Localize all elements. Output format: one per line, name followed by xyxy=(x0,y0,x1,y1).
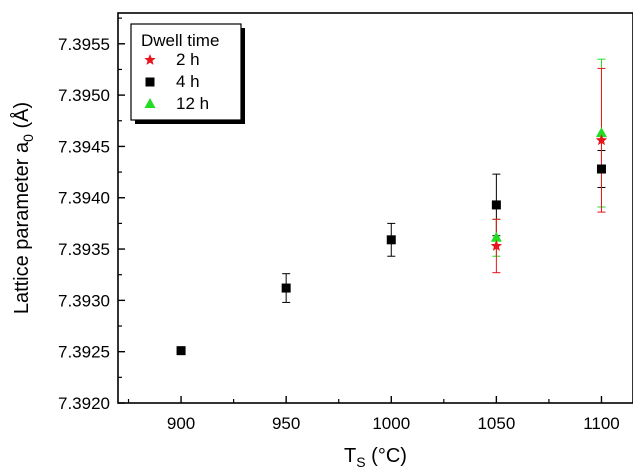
y-tick-label: 7.3930 xyxy=(58,291,110,310)
data-point-star xyxy=(595,134,608,146)
y-tick-label: 7.3920 xyxy=(58,394,110,413)
y-tick-label: 7.3940 xyxy=(58,189,110,208)
y-axis-label: Lattice parameter a0 (Å) xyxy=(10,102,36,314)
legend-label: 12 h xyxy=(176,94,209,113)
data-point-square xyxy=(386,235,396,245)
data-point-square xyxy=(281,283,291,293)
error-bars-layer xyxy=(282,58,606,303)
data-point-star xyxy=(490,239,503,251)
legend-marker-triangle xyxy=(144,98,156,108)
x-tick-label: 1000 xyxy=(372,414,410,433)
data-point-square xyxy=(596,164,606,174)
data-point-triangle xyxy=(595,127,607,138)
plot-frame xyxy=(117,12,633,404)
tick-labels-layer: 900 950 1000 1050 1100 7.3920 7.3925 7.3930 7.39… xyxy=(58,35,620,433)
data-point-square xyxy=(176,346,186,356)
y-tick-label: 7.3925 xyxy=(58,343,110,362)
legend-title: Dwell time xyxy=(141,31,219,50)
x-tick-label: 1100 xyxy=(583,414,620,433)
points-layer xyxy=(176,127,608,356)
x-tick-label: 950 xyxy=(272,414,300,433)
y-tick-label: 7.3950 xyxy=(58,86,110,105)
legend-label: 4 h xyxy=(176,72,200,91)
x-tick-label: 900 xyxy=(167,414,195,433)
x-tick-label: 1050 xyxy=(477,414,515,433)
legend-marker-star xyxy=(144,54,156,65)
data-point-triangle xyxy=(490,231,502,242)
y-tick-label: 7.3955 xyxy=(58,35,110,54)
legend-items: 2 h 4 h 12 h xyxy=(144,50,209,113)
legend-marker-square xyxy=(145,77,155,87)
y-tick-label: 7.3945 xyxy=(58,137,110,156)
x-axis-label: TS (°C) xyxy=(344,445,407,470)
y-tick-label: 7.3935 xyxy=(58,240,110,259)
data-point-square xyxy=(491,200,501,210)
legend: Dwell time 2 h 4 h 12 h xyxy=(130,23,245,124)
legend-label: 2 h xyxy=(176,50,200,69)
